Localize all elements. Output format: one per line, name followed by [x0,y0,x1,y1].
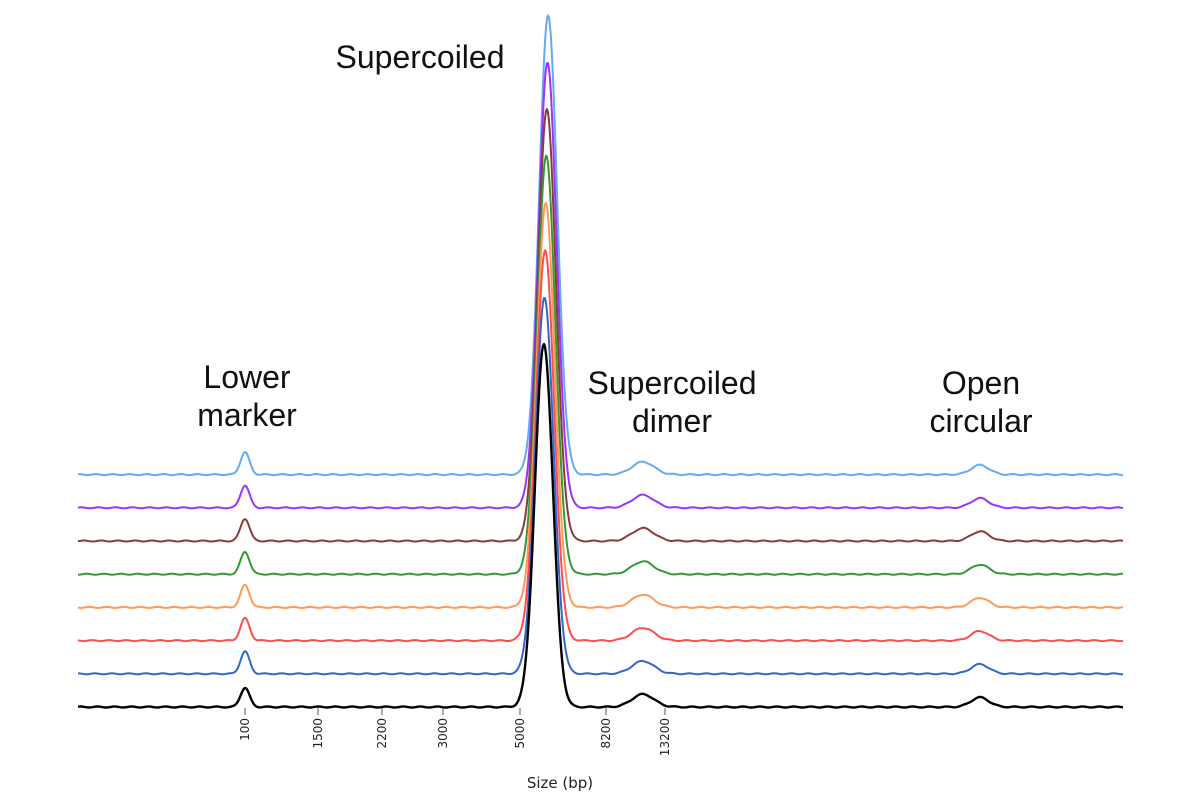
peak-label-line: dimer [632,403,712,439]
x-tick-label: 8200 [599,718,613,749]
x-tick-label: 1500 [311,718,325,749]
trace-line [77,201,1124,609]
trace-line [77,342,1124,709]
x-tick-label: 5000 [513,718,527,749]
peak-label-line: Lower [203,359,291,395]
trace-line [77,108,1124,543]
x-tick-label: 2200 [375,718,389,749]
x-tick-label: 100 [238,718,252,741]
peak-label-line: Supercoiled [336,39,505,75]
peak-label-line: marker [197,397,297,433]
trace-line [77,297,1124,676]
peak-label-line: Open [942,365,1020,401]
trace-line [77,154,1124,576]
peak-label-lower-marker: Lower marker [197,359,297,433]
x-axis: 100 1500 2200 3000 5000 8200 13200 [238,708,672,756]
peak-label-supercoiled: Supercoiled [336,39,505,75]
x-tick-label: 3000 [436,718,450,749]
peak-label-line: Supercoiled [588,365,757,401]
x-axis-title: Size (bp) [527,774,593,792]
trace-line [77,249,1124,643]
trace-line [77,14,1124,477]
peak-label-open-circular: Open circular [929,365,1032,439]
x-tick-label: 13200 [658,718,672,756]
trace-group [77,14,1124,709]
trace-line [77,62,1124,510]
peak-label-supercoiled-dimer: Supercoiled dimer [588,365,757,439]
peak-label-line: circular [929,403,1032,439]
